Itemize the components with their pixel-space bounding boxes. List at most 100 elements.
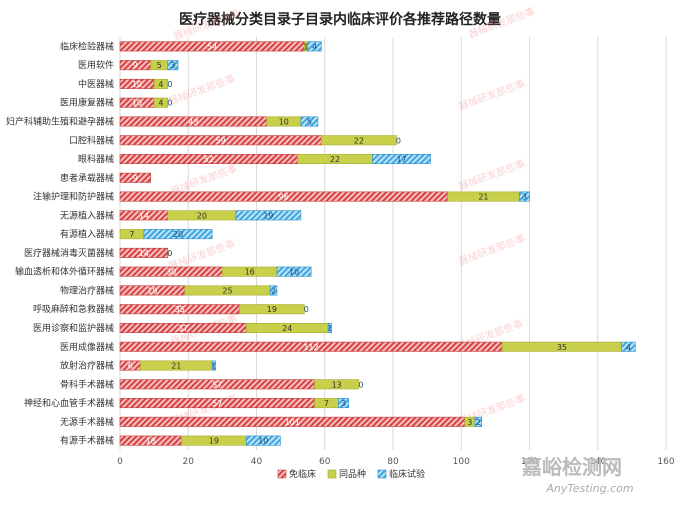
bar-segment-2	[211, 360, 216, 371]
x-tick-label: 120	[521, 457, 538, 467]
data-label: 3	[341, 399, 346, 408]
bar-segment-2	[621, 341, 636, 352]
x-tick-label: 20	[183, 457, 195, 467]
data-label: 10	[132, 80, 142, 89]
data-label: 9	[133, 61, 138, 70]
category-label: 呼吸麻醉和急救器械	[33, 303, 114, 315]
data-label: 13	[332, 380, 342, 389]
data-label: 7	[129, 230, 134, 239]
data-label: 3	[170, 61, 175, 70]
bar-segment-2	[307, 41, 322, 52]
data-label: 19	[267, 305, 277, 314]
category-label: 神经和心血管手术器械	[24, 397, 114, 409]
bar-segment-2	[235, 210, 302, 221]
data-label: 20	[197, 211, 207, 220]
category-label: 医疗器械消毒灭菌器械	[24, 247, 114, 259]
category-label: 口腔科器械	[69, 134, 114, 146]
data-label: 19	[147, 286, 157, 295]
bar-segment-2	[167, 60, 179, 71]
watermark-text: 器械研发那些事	[167, 72, 237, 108]
bar-segment-2	[474, 416, 483, 427]
category-label: 眼科器械	[78, 153, 114, 165]
data-label: 35	[175, 305, 185, 314]
category-label: 输血透析和体外循环器械	[15, 266, 114, 278]
category-label: 临床检验器械	[60, 40, 114, 52]
x-tick-label: 100	[453, 457, 470, 467]
category-label: 无源手术器械	[60, 416, 114, 428]
data-label: 7	[324, 399, 329, 408]
x-tick-label: 160	[657, 457, 674, 467]
bar-segment-2	[300, 116, 319, 127]
bar-segment-1	[153, 78, 169, 89]
data-label: 0	[304, 305, 309, 314]
data-label: 14	[139, 211, 149, 220]
category-label: 放射治疗器械	[60, 360, 114, 372]
bar-segment-2	[269, 285, 278, 296]
bar-segment-1	[153, 97, 169, 108]
x-tick-label: 0	[117, 457, 123, 467]
data-label: 35	[557, 343, 567, 352]
category-label: 骨科手术器械	[60, 378, 114, 390]
legend-swatch	[377, 469, 387, 479]
category-label: 物理治疗器械	[60, 284, 114, 296]
data-label: 19	[209, 437, 219, 446]
data-label: 5	[307, 117, 312, 126]
watermark-text: 器械研发那些事	[457, 77, 527, 113]
bar-segment-1	[239, 304, 305, 315]
data-label: 4	[158, 99, 163, 108]
data-label: 17	[396, 155, 406, 164]
bar-segment-2	[276, 266, 312, 277]
legend-label: 免临床	[289, 468, 316, 480]
data-label: 3	[467, 418, 472, 427]
data-label: 0	[358, 380, 363, 389]
data-label: 54	[207, 42, 217, 51]
category-label: 注输护理和防护器械	[33, 191, 114, 203]
bar-segment-2	[518, 191, 530, 202]
category-label: 无源植入器械	[60, 209, 114, 221]
category-label: 中医器械	[78, 78, 114, 90]
bar-segment-2	[245, 435, 281, 446]
data-label: 112	[303, 343, 318, 352]
data-label: 59	[216, 136, 226, 145]
data-label: 30	[166, 268, 176, 277]
bar-segment-1	[314, 379, 360, 390]
site-logo: 嘉峪检测网 AnyTesting.com	[521, 455, 634, 495]
data-label: 0	[167, 80, 172, 89]
x-tick-label: 80	[387, 457, 399, 467]
legend-label: 同品种	[339, 468, 366, 480]
data-label: 101	[285, 418, 300, 427]
data-label: 20	[173, 230, 183, 239]
logo-cn-text: 嘉峪检测网	[521, 455, 622, 479]
data-label: 21	[171, 362, 181, 371]
data-label: 4	[158, 80, 163, 89]
x-tick-label: 40	[251, 457, 263, 467]
bar-segment-2	[338, 398, 349, 409]
logo-en-text: AnyTesting.com	[545, 482, 633, 495]
bar-segment-2	[372, 154, 431, 165]
data-label: 2	[476, 418, 481, 427]
data-label: 2	[271, 286, 276, 295]
data-label: 52	[204, 155, 214, 164]
data-label: 1	[211, 362, 216, 371]
data-label: 6	[128, 362, 133, 371]
x-tick-label: 60	[319, 457, 331, 467]
data-label: 14	[139, 249, 149, 258]
data-label: 25	[222, 286, 232, 295]
data-label: 4	[312, 42, 317, 51]
category-label: 医用成像器械	[60, 341, 114, 353]
category-label: 患者承载器械	[60, 172, 114, 184]
x-tick-label: 140	[589, 457, 606, 467]
data-label: 43	[188, 117, 198, 126]
data-label: 10	[132, 99, 142, 108]
data-label: 22	[330, 155, 340, 164]
bar-segment-2	[143, 229, 213, 240]
x-axis-ticks: 0 20 40 60 80 100 120 140 160	[117, 457, 675, 467]
bar-segment-0	[119, 247, 169, 258]
category-label: 医用康复器械	[60, 97, 114, 109]
bar-segment-2	[327, 322, 332, 333]
data-label: 1	[327, 324, 332, 333]
data-label: 21	[478, 193, 488, 202]
